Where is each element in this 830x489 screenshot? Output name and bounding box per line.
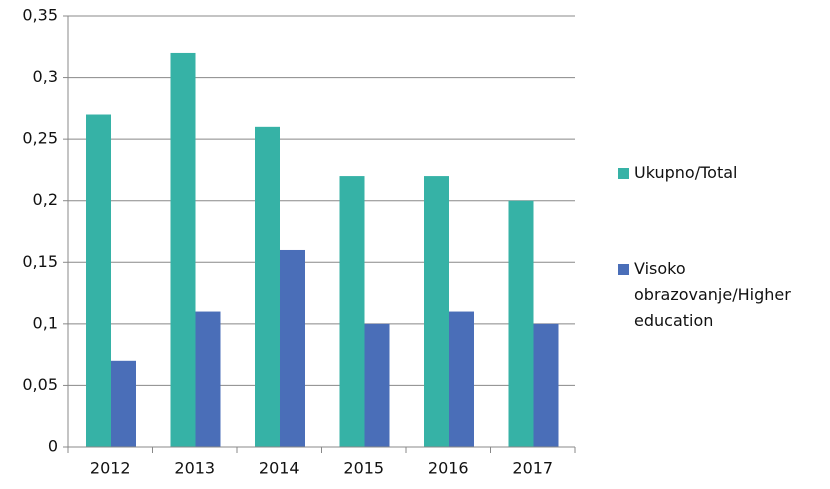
legend-label: Ukupno/Total <box>634 163 738 182</box>
x-tick-label: 2014 <box>259 459 300 478</box>
legend-item: Visoko obrazovanje/Higher education <box>618 256 804 334</box>
bar <box>280 249 305 447</box>
bar <box>111 360 136 447</box>
x-tick-label: 2012 <box>90 459 131 478</box>
bar <box>255 126 280 447</box>
legend-item: Ukupno/Total <box>618 160 804 186</box>
y-tick-label: 0,1 <box>33 313 58 332</box>
bar <box>533 323 559 447</box>
y-tick-label: 0,25 <box>22 129 58 148</box>
y-tick-label: 0,15 <box>22 252 58 271</box>
bar <box>339 176 365 448</box>
bar <box>424 176 449 448</box>
x-tick-label: 2015 <box>343 459 384 478</box>
x-tick-label: 2013 <box>174 459 215 478</box>
x-tick-label: 2016 <box>428 459 469 478</box>
bar <box>364 323 390 447</box>
y-tick-label: 0,2 <box>33 190 58 209</box>
bar <box>170 52 196 447</box>
y-tick-label: 0 <box>48 437 58 456</box>
legend-swatch <box>618 264 629 275</box>
bar <box>195 311 221 447</box>
bar <box>86 114 111 447</box>
bar <box>508 200 534 447</box>
y-tick-label: 0,05 <box>22 375 58 394</box>
x-tick-label: 2017 <box>512 459 553 478</box>
y-tick-label: 0,35 <box>22 6 58 25</box>
y-tick-label: 0,3 <box>33 67 58 86</box>
legend-swatch <box>618 168 629 179</box>
legend-label: Visoko obrazovanje/Higher education <box>634 259 791 330</box>
bar <box>449 311 474 447</box>
